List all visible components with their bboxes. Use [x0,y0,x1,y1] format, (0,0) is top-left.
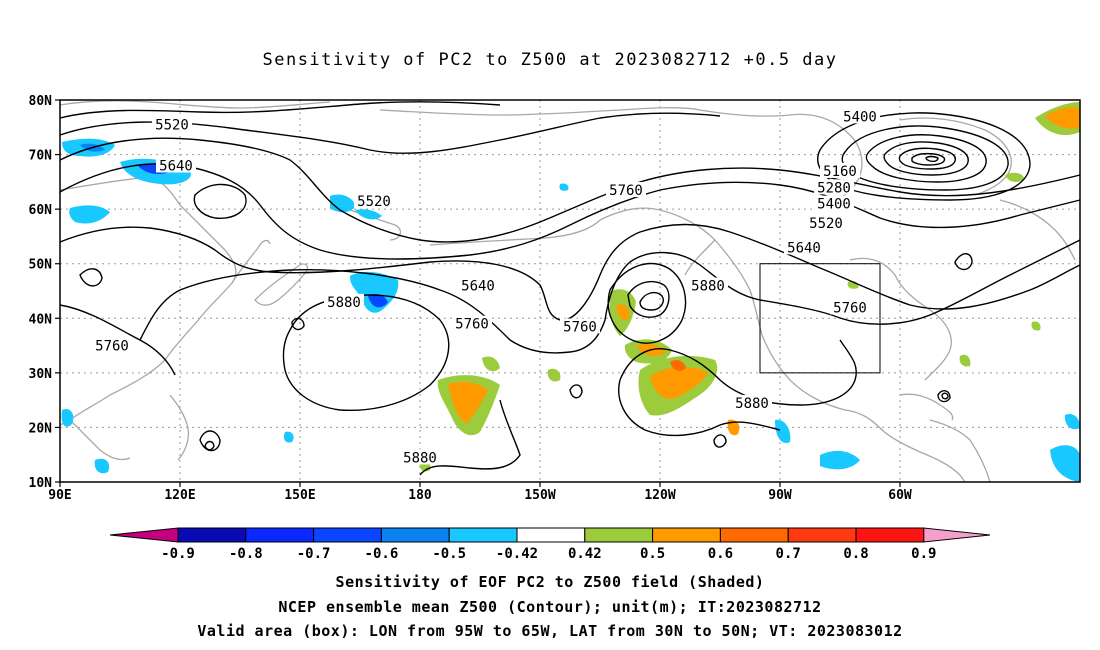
contour-label-bg [156,157,196,173]
colorbar-label: 0.5 [640,546,665,562]
contour-label-bg [560,318,600,334]
caption-line-3: Valid area (box): LON from 95W to 65W, L… [197,622,903,640]
contour-label-bg [354,192,394,208]
lon-tick-label: 90W [768,488,792,503]
contour-label-bg [840,108,880,124]
colorbar-segment [584,527,654,543]
lon-tick-label: 180 [408,488,432,503]
colorbar-label: 0.7 [776,546,801,562]
colorbar-label: -0.9 [161,546,195,562]
contour-label: 5760 [455,317,489,333]
contour-label-bg [820,162,860,178]
contour-label: 5640 [787,240,821,256]
contour-label: 5400 [843,109,877,125]
contour-label-bg [92,337,132,353]
colorbar-label: 0.8 [843,546,868,562]
contour-label: 5640 [159,158,193,174]
colorbar-label: 0.6 [708,546,733,562]
lon-tick-label: 150E [284,488,315,503]
lon-tick-label: 120W [644,488,675,503]
colorbar-segment [652,527,721,543]
contour-label-bg [732,394,772,410]
contour-label: 5760 [563,319,597,335]
plot-background [60,100,1080,482]
contour-label: 5880 [735,396,769,412]
colorbar-segment [855,527,925,543]
contour-label-bg [806,214,846,230]
lat-tick-label: 20N [29,421,53,436]
colorbar-right-triangle [923,527,991,543]
contour-label-bg [452,315,492,331]
colorbar-label: -0.7 [297,546,331,562]
contour-labels: 5520564055205760540051605280540055205640… [92,108,880,466]
contour-label: 5880 [327,295,361,311]
colorbar-segment [245,527,315,543]
contour-label: 5520 [357,194,391,210]
map-title: Sensitivity of PC2 to Z500 at 2023082712… [262,50,838,70]
contour-label-bg [324,293,364,309]
contour-label-bg [814,179,854,195]
valid-area-box [759,263,881,374]
colorbar-segment [787,527,857,543]
lat-tick-label: 50N [29,258,53,273]
contour-label-bg [830,299,870,315]
lat-tick-label: 10N [29,476,53,491]
contour-label-bg [400,449,440,465]
lat-tick-label: 60N [29,203,53,218]
lat-tick-label: 80N [29,94,53,109]
lon-tick-label: 60W [888,488,912,503]
colorbar-label: -0.42 [496,546,538,562]
colorbar-segment [313,527,382,543]
colorbar-label: 0.42 [568,546,602,562]
lat-tick-label: 30N [29,367,53,382]
colorbar: -0.9 -0.8 -0.7 -0.6 -0.5 -0.42 0.42 0.5 0.6 0.7 0.… [109,527,991,562]
contour-label-bg [784,239,824,255]
lon-tick-label: 120E [164,488,195,503]
contour-label: 5520 [155,118,189,134]
colorbar-segment [380,527,450,543]
colorbar-segment [516,527,586,543]
contour-label: 5160 [823,164,857,180]
contour-label-bg [688,277,728,293]
lon-tick-label: 150W [524,488,555,503]
contour-label: 5760 [609,183,643,199]
contour-label: 5640 [461,279,495,295]
colorbar-label: -0.6 [365,546,399,562]
z500-contours [59,101,1081,476]
lon-tick-label: 90E [48,488,71,503]
colorbar-segment [177,527,247,543]
colorbar-segment [719,527,789,543]
lat-tick-label: 70N [29,149,53,164]
caption-line-1: Sensitivity of EOF PC2 to Z500 field (Sh… [335,573,765,591]
contour-label: 5520 [809,216,843,232]
contour-label: 5760 [95,339,129,355]
lat-tick-label: 40N [29,312,53,327]
contour-label: 5280 [817,180,851,196]
colorbar-label: 0.9 [911,546,936,562]
contour-label-bg [458,277,498,293]
colorbar-segment [448,527,518,543]
colorbar-left-triangle [109,527,179,543]
caption-line-2: NCEP ensemble mean Z500 (Contour); unit(… [278,598,822,616]
contour-label-bg [606,182,646,198]
colorbar-label: -0.5 [432,546,466,562]
colorbar-label: -0.8 [229,546,263,562]
contour-label: 5880 [691,279,725,295]
contour-label: 5880 [403,450,437,466]
plot-frame [59,99,1081,483]
contour-label: 5760 [833,300,867,316]
contour-label-bg [814,195,854,211]
contour-label: 5400 [817,197,851,213]
contour-label-bg [152,116,192,132]
